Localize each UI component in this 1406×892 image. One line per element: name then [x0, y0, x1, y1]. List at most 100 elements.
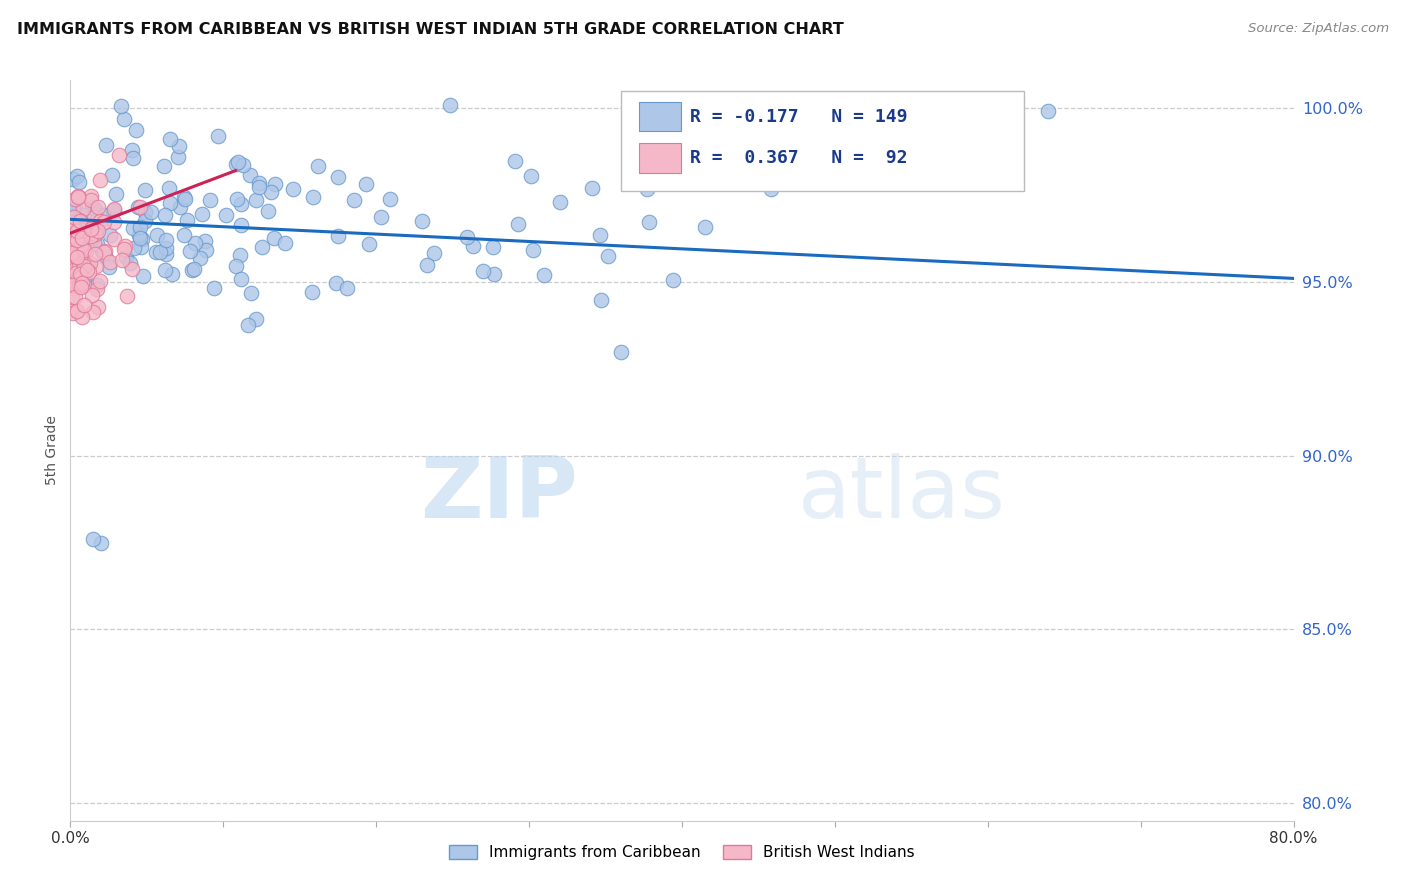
Point: [73, 229, 96, 244]
Point: [73, 244, 96, 258]
Point: [506, 217, 529, 231]
Point: [73, 259, 96, 273]
Point: [159, 132, 181, 146]
Point: [181, 262, 204, 277]
Point: [121, 262, 143, 277]
Text: R =  0.367   N =  92: R = 0.367 N = 92: [690, 149, 908, 167]
Point: [91, 244, 114, 258]
Point: [98, 227, 121, 242]
Point: [370, 211, 392, 225]
Point: [167, 139, 190, 153]
Point: [301, 190, 323, 204]
Point: [60, 277, 83, 292]
Point: [70, 236, 93, 251]
Point: [226, 192, 249, 206]
Point: [86, 237, 108, 252]
Point: [247, 180, 270, 194]
Point: [86, 221, 108, 235]
Point: [60, 223, 83, 237]
Point: [146, 228, 169, 243]
Point: [70, 231, 93, 245]
Point: [70, 250, 93, 264]
Point: [103, 231, 125, 245]
Point: [456, 230, 478, 244]
Point: [229, 218, 252, 232]
Point: [75, 244, 97, 259]
Point: [247, 176, 270, 190]
Point: [179, 244, 201, 259]
Point: [105, 186, 128, 201]
Point: [103, 203, 125, 218]
Point: [167, 150, 190, 164]
Point: [416, 258, 439, 272]
Point: [326, 169, 349, 184]
Point: [176, 212, 198, 227]
Point: [70, 276, 93, 290]
Point: [250, 240, 273, 254]
Text: R = -0.177   N = 149: R = -0.177 N = 149: [690, 108, 908, 126]
Point: [63, 275, 86, 289]
Point: [80, 229, 103, 244]
Point: [60, 291, 83, 305]
Point: [62, 214, 84, 228]
Point: [257, 204, 280, 219]
Point: [232, 158, 254, 172]
Text: IMMIGRANTS FROM CARIBBEAN VS BRITISH WEST INDIAN 5TH GRADE CORRELATION CHART: IMMIGRANTS FROM CARIBBEAN VS BRITISH WES…: [17, 22, 844, 37]
Point: [89, 275, 111, 289]
Point: [215, 208, 238, 222]
Point: [60, 229, 83, 244]
Point: [695, 219, 717, 234]
Point: [65, 261, 87, 276]
FancyBboxPatch shape: [640, 144, 681, 173]
Point: [260, 185, 283, 199]
Point: [343, 193, 366, 207]
Point: [184, 236, 207, 251]
Point: [62, 302, 84, 317]
Point: [84, 246, 107, 260]
Point: [134, 205, 156, 219]
Point: [87, 200, 110, 214]
Point: [610, 345, 633, 359]
Point: [75, 235, 97, 250]
Point: [72, 263, 94, 277]
Point: [82, 305, 104, 319]
Text: ZIP: ZIP: [420, 453, 578, 536]
Point: [62, 211, 84, 225]
Point: [160, 267, 183, 281]
Point: [522, 243, 544, 257]
Point: [273, 236, 295, 251]
Point: [122, 241, 145, 255]
Point: [69, 238, 91, 252]
Point: [93, 215, 115, 229]
Point: [86, 224, 108, 238]
Point: [70, 280, 93, 294]
Point: [98, 260, 121, 274]
Point: [62, 211, 84, 225]
Point: [70, 310, 93, 324]
Point: [87, 300, 110, 314]
Point: [191, 207, 214, 221]
Point: [65, 266, 87, 280]
Point: [112, 242, 135, 256]
Point: [122, 220, 145, 235]
Point: [70, 242, 93, 256]
Point: [70, 270, 93, 285]
Text: atlas: atlas: [799, 453, 1007, 536]
Point: [129, 240, 152, 254]
Point: [125, 122, 148, 136]
Point: [153, 208, 176, 222]
Point: [548, 195, 571, 210]
Point: [129, 200, 152, 214]
Point: [439, 97, 461, 112]
Point: [90, 535, 112, 549]
Point: [129, 219, 152, 234]
Point: [336, 281, 359, 295]
Point: [103, 215, 125, 229]
Point: [67, 230, 90, 244]
Point: [281, 182, 304, 196]
Point: [589, 227, 612, 242]
Point: [134, 213, 156, 227]
Point: [73, 298, 96, 312]
Point: [62, 202, 84, 216]
Point: [60, 260, 83, 274]
